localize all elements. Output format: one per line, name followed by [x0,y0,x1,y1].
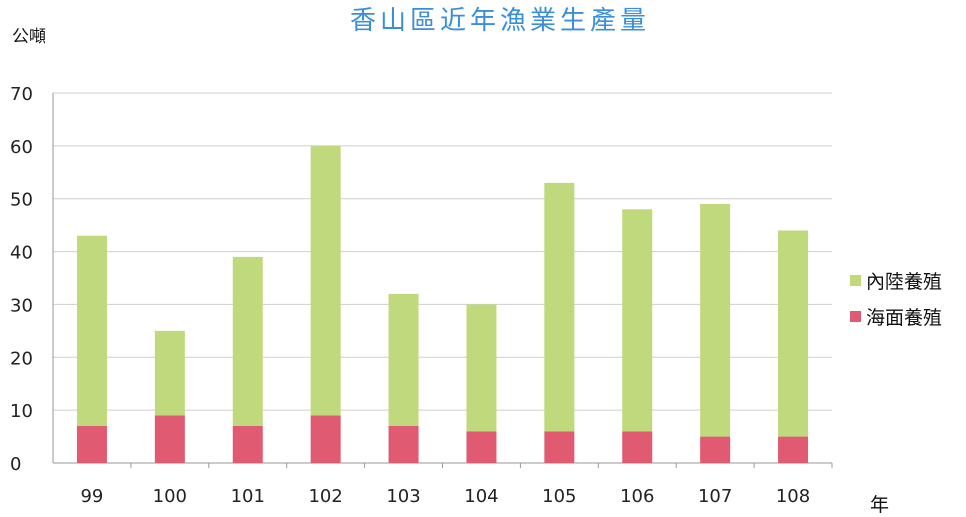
legend-label-inland: 內陸養殖 [866,270,943,293]
bar-inland [622,209,653,432]
legend-swatch-marine [850,310,861,322]
x-tick-label: 107 [698,486,732,507]
legend-item-marine: 海面養殖 [850,301,942,331]
bar-inland [544,182,575,432]
bar-marine [544,431,575,463]
bar-marine [700,436,731,463]
legend-item-inland: 內陸養殖 [850,265,942,295]
legend-label-marine: 海面養殖 [866,306,943,329]
y-tick-label: 30 [10,295,33,316]
x-tick-label: 103 [386,486,420,507]
bar-inland [778,230,809,437]
bar-inland [310,145,341,416]
bar-inland [388,293,419,426]
x-axis-label: 年 [870,494,890,516]
x-tick-label: 104 [464,486,498,507]
y-tick-label: 50 [10,190,33,211]
bar-marine [154,415,185,463]
bar-marine [310,415,341,463]
bar-marine [622,431,653,463]
chart-title: 香山區近年漁業生產量 [349,6,650,36]
x-tick-label: 100 [153,486,187,507]
x-tick-label: 102 [308,486,342,507]
bar-marine [466,431,497,463]
x-tick-label: 99 [80,486,103,507]
legend: 內陸養殖 海面養殖 [850,265,942,337]
bar-inland [700,204,731,437]
y-tick-label: 60 [10,137,33,158]
bar-marine [232,426,263,463]
y-tick-label: 10 [10,401,33,422]
x-tick-label: 108 [776,486,810,507]
y-axis-label: 公噸 [12,27,46,47]
x-tick-label: 105 [542,486,576,507]
bar-inland [232,256,263,426]
legend-swatch-inland [850,274,861,286]
y-tick-label: 0 [10,454,21,475]
bar-inland [466,304,497,432]
bar-marine [388,426,419,463]
bar-inland [154,330,185,416]
bar-inland [76,235,107,426]
bar-marine [778,436,809,463]
x-tick-label: 101 [231,486,265,507]
bar-marine [76,426,107,463]
y-tick-label: 70 [10,84,33,105]
y-tick-label: 40 [10,243,33,264]
y-tick-label: 20 [10,348,33,369]
x-tick-label: 106 [620,486,654,507]
